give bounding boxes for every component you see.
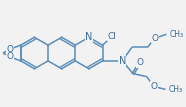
Text: CH₃: CH₃ [169, 30, 184, 39]
Text: O: O [7, 45, 13, 54]
Text: Cl: Cl [108, 32, 117, 41]
Text: N: N [118, 56, 126, 66]
Text: N: N [85, 32, 93, 42]
Text: O: O [7, 52, 13, 61]
Text: CH₃: CH₃ [169, 85, 182, 94]
Text: O: O [150, 82, 157, 91]
Text: O: O [136, 58, 143, 67]
Text: O: O [151, 34, 158, 43]
